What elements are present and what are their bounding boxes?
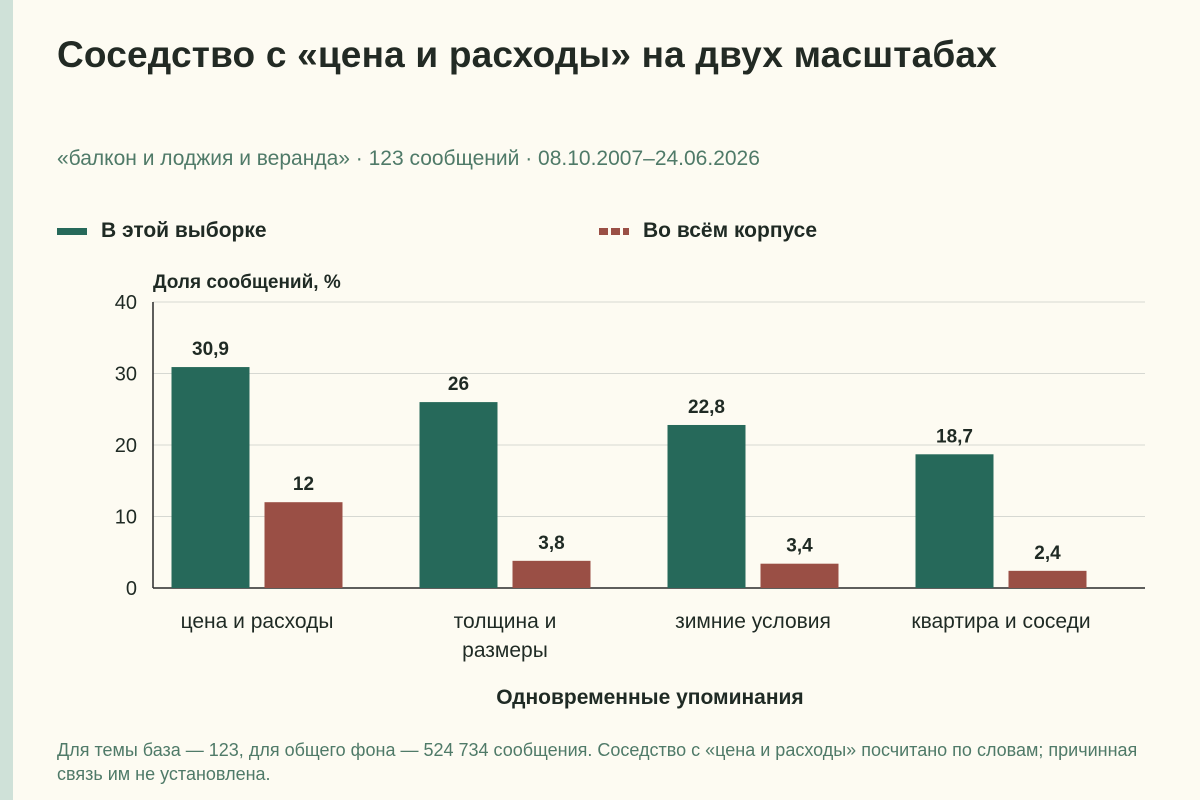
bar-value-label: 18,7 (936, 426, 973, 447)
bar-value-label: 26 (448, 374, 469, 395)
bar-sample (915, 454, 994, 588)
x-axis-label: Одновременные упоминания (496, 686, 804, 709)
bar-corpus (760, 563, 839, 588)
y-tick-label: 10 (115, 507, 137, 529)
legend-label-corpus: Во всём корпусе (643, 219, 818, 242)
x-category-label: квартира и соседи (911, 610, 1090, 633)
bar-corpus (1008, 570, 1087, 588)
y-axis-label: Доля сообщений, % (153, 272, 341, 293)
legend-label-sample: В этой выборке (101, 219, 267, 242)
bar-sample (667, 424, 746, 588)
bar-value-label: 12 (293, 474, 314, 495)
bar-value-label: 22,8 (688, 397, 725, 418)
footnote: Для темы база — 123, для общего фона — 5… (57, 740, 1138, 784)
y-tick-label: 20 (115, 435, 137, 457)
y-tick-label: 30 (115, 364, 137, 386)
x-category-label: толщина и размеры (454, 610, 557, 662)
x-category-label: цена и расходы (181, 610, 334, 633)
left-accent-bar (0, 0, 13, 800)
chart-subtitle: «балкон и лоджия и веранда» · 123 сообще… (57, 147, 760, 170)
chart-title: Соседство с «цена и расходы» на двух мас… (57, 34, 997, 75)
bar-sample (171, 367, 250, 588)
bar-sample (419, 402, 498, 588)
legend-item-sample: В этой выборке (57, 219, 267, 243)
y-tick-label: 0 (126, 578, 137, 600)
legend-swatch-corpus (599, 227, 629, 235)
bar-value-label: 2,4 (1034, 543, 1061, 564)
bar-corpus (264, 502, 343, 588)
bar-value-label: 3,8 (538, 533, 564, 554)
bar-corpus (512, 560, 591, 588)
y-tick-label: 40 (115, 292, 137, 314)
bar-value-label: 3,4 (786, 536, 813, 557)
legend-item-corpus: Во всём корпусе (599, 219, 817, 243)
bar-value-label: 30,9 (192, 339, 229, 360)
legend-swatch-sample (57, 227, 87, 235)
x-category-label: зимние условия (675, 610, 831, 633)
